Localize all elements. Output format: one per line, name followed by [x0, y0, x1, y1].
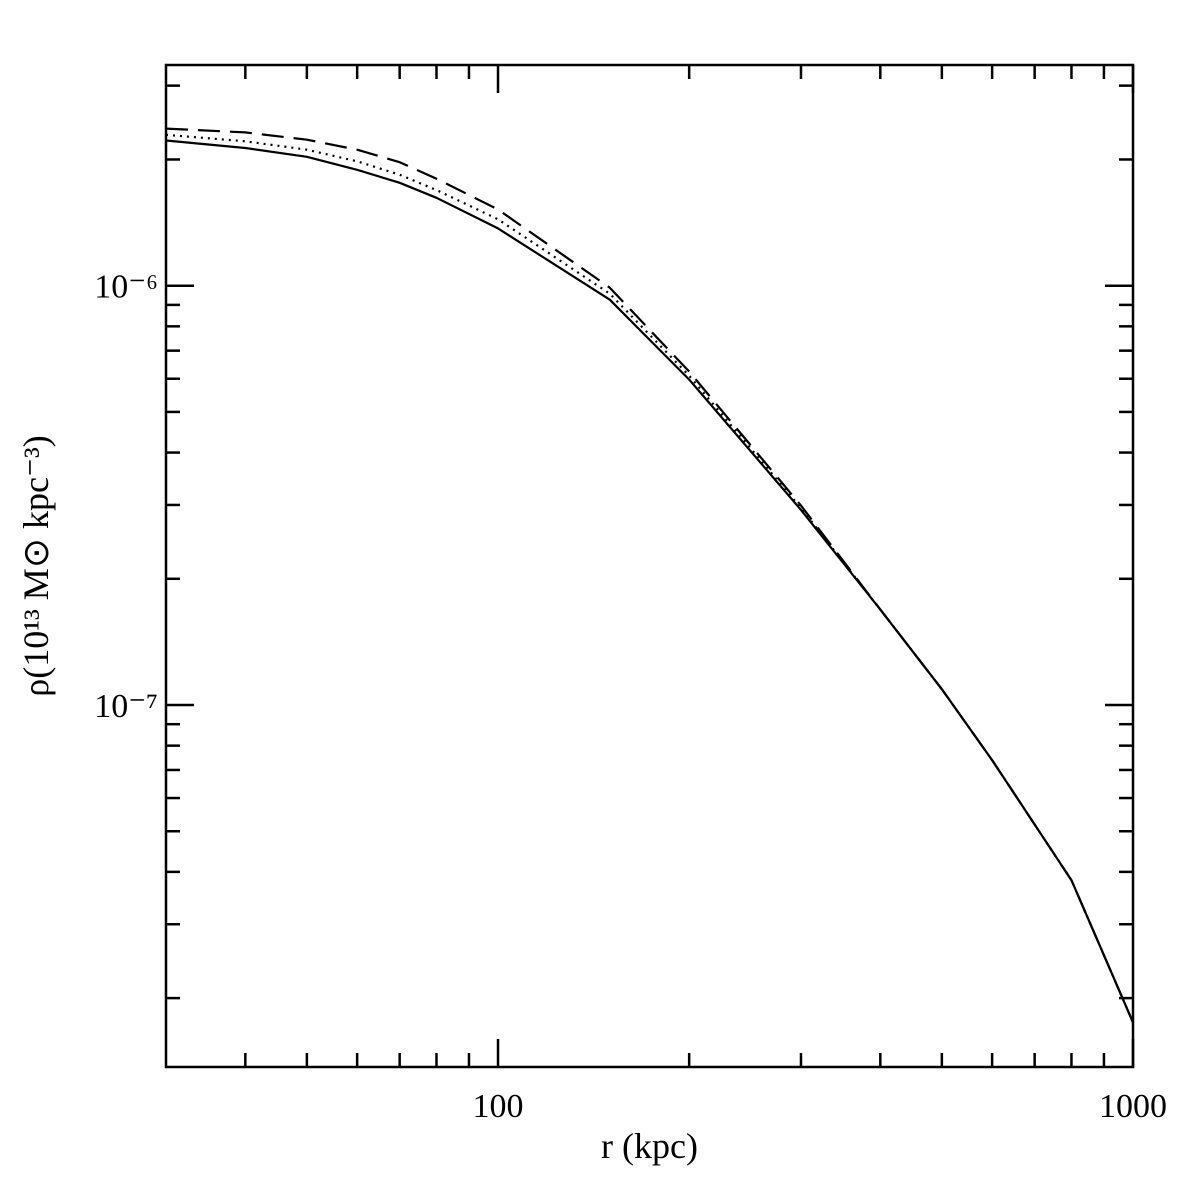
- x-tick-label: 100: [473, 1088, 524, 1125]
- y-tick-label: 10⁻⁶: [94, 269, 158, 306]
- plot-frame: [164, 63, 1135, 1069]
- x-tick-label: 1000: [1099, 1088, 1167, 1125]
- data-line: [165, 127, 1135, 1023]
- y-tick-label: 10⁻⁷: [94, 688, 158, 725]
- data-line: [165, 133, 1135, 1023]
- data-line: [165, 139, 1135, 1023]
- y-axis-label: ρ(10¹³ M⊙ kpc⁻³): [16, 435, 56, 696]
- x-axis-label: r (kpc): [601, 1126, 698, 1166]
